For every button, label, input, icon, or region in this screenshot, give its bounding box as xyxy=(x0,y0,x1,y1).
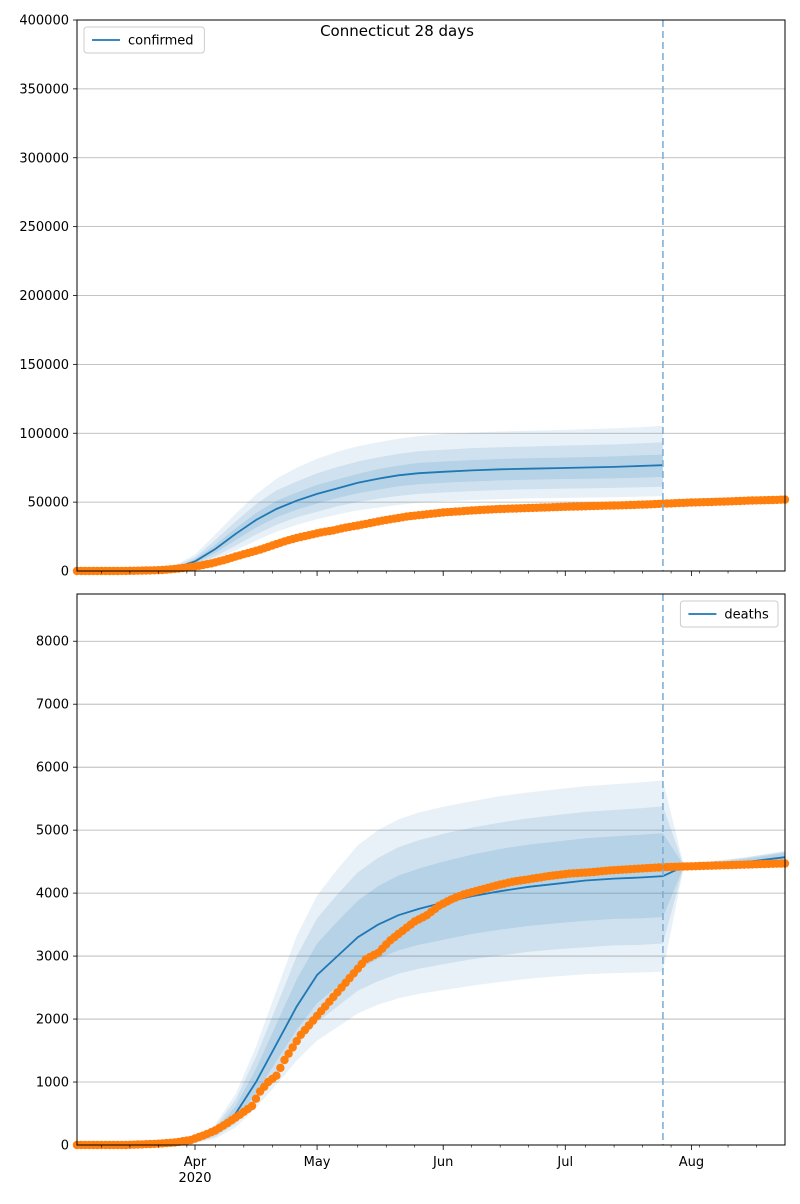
chart-title: Connecticut 28 days xyxy=(320,22,474,40)
top-legend: confirmed xyxy=(83,26,205,54)
top-ytick-label: 100000 xyxy=(19,427,69,442)
bottom-observed-point xyxy=(272,1071,281,1080)
top-legend-box xyxy=(83,26,205,54)
xtick-label: Aug xyxy=(679,1155,704,1170)
bottom-legend: deaths xyxy=(679,600,779,628)
top-ytick-label: 400000 xyxy=(19,14,69,29)
bottom-ytick-label: 2000 xyxy=(36,1013,69,1028)
bottom-ytick-label: 4000 xyxy=(36,887,69,902)
bottom-ytick-label: 0 xyxy=(61,1139,69,1154)
top-ytick-label: 150000 xyxy=(19,358,69,373)
xtick-label: May xyxy=(304,1155,331,1170)
bottom-ytick-label: 1000 xyxy=(36,1076,69,1091)
top-ytick-label: 0 xyxy=(61,565,69,580)
bottom-observed-point xyxy=(284,1049,293,1058)
bottom-axes-frame xyxy=(76,593,786,1146)
bottom-observed-point xyxy=(247,1101,257,1111)
bottom-band-80 xyxy=(77,806,785,1145)
top-band-95 xyxy=(77,425,663,571)
top-ytick-label: 350000 xyxy=(19,82,69,97)
bottom-ytick-label: 6000 xyxy=(36,761,69,776)
top-ytick-label: 50000 xyxy=(28,496,69,511)
bottom-observed-point xyxy=(276,1063,285,1073)
bottom-observed-point xyxy=(280,1055,289,1065)
panel-deaths: 0 1000 2000 3000 4000 5000 6000 7000 8000 Apr May J… xyxy=(36,593,790,1186)
bottom-observed-point xyxy=(292,1036,301,1046)
top-ytick-label: 300000 xyxy=(19,151,69,166)
top-band-80 xyxy=(77,442,663,571)
bottom-band-50 xyxy=(77,833,785,1145)
xtick-label: Apr xyxy=(184,1155,207,1170)
bottom-ytick-label: 7000 xyxy=(36,698,69,713)
bottom-ytick-label: 5000 xyxy=(36,824,69,839)
bottom-ytick-label: 8000 xyxy=(36,635,69,650)
top-legend-label: confirmed xyxy=(128,34,194,49)
bottom-observed-point xyxy=(288,1043,297,1052)
panel-confirmed: 0 50000 100000 150000 200000 250000 300000 3500… xyxy=(19,14,790,580)
top-axes-frame xyxy=(76,19,786,572)
bottom-ytick-label: 3000 xyxy=(36,950,69,965)
xtick-label: Jun xyxy=(432,1155,453,1170)
top-ytick-label: 250000 xyxy=(19,220,69,235)
bottom-legend-label: deaths xyxy=(724,608,769,623)
xtick-label: Jul xyxy=(556,1155,573,1170)
bottom-observed-point xyxy=(251,1094,261,1103)
xtick-year-label: 2020 xyxy=(178,1171,211,1186)
top-ytick-label: 200000 xyxy=(19,289,69,304)
bottom-legend-box xyxy=(679,600,779,628)
